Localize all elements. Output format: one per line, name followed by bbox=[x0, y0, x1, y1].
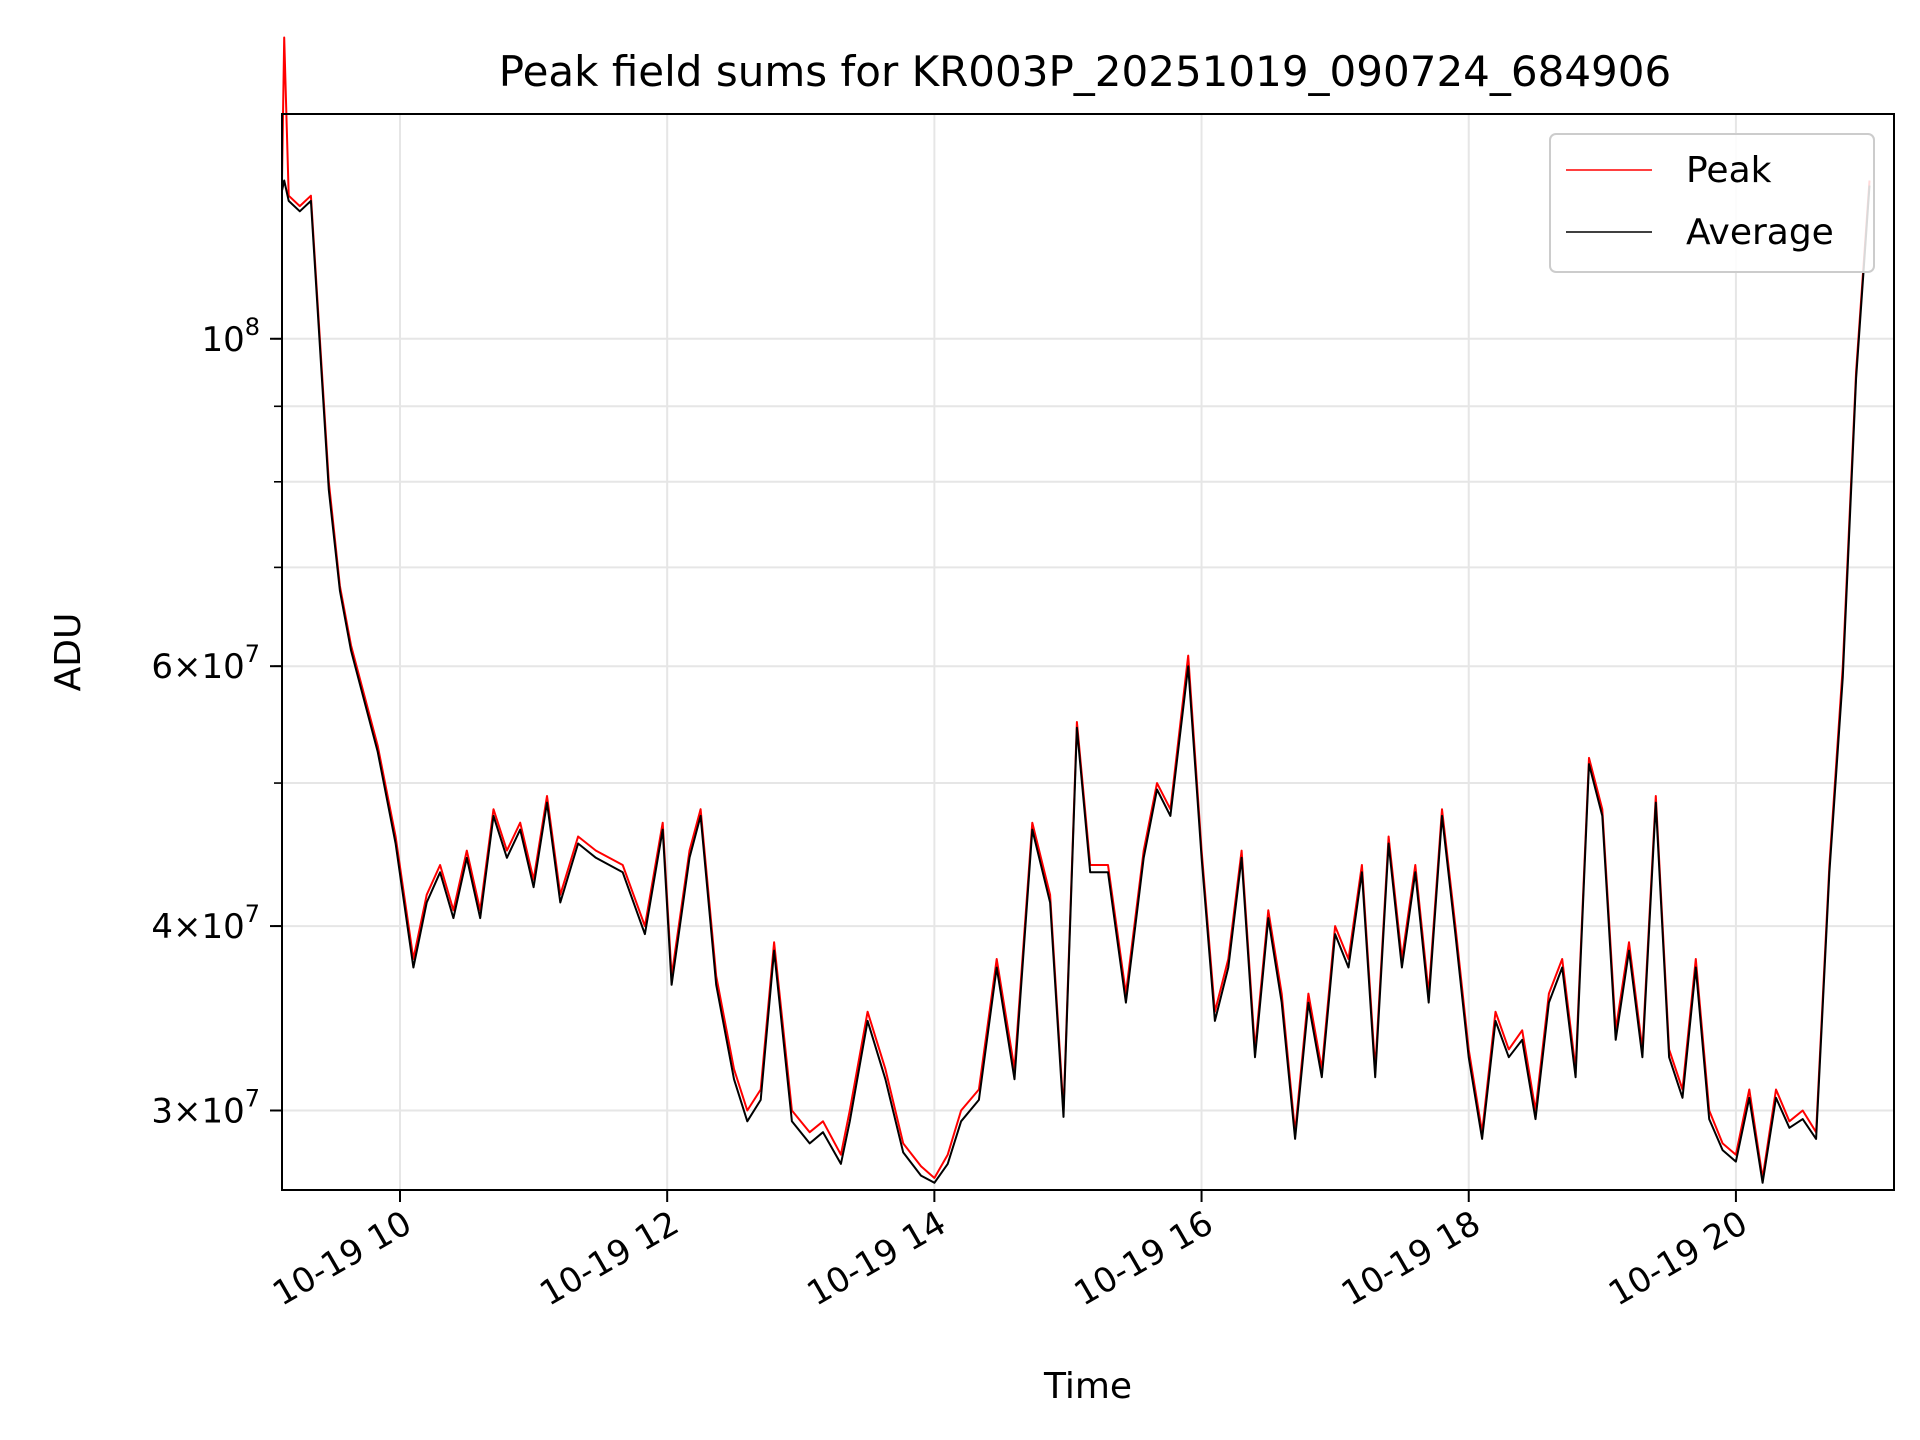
y-tick-label-1: 6×107 bbox=[151, 640, 260, 687]
chart-title: Peak field sums for KR003P_20251019_0907… bbox=[499, 47, 1671, 96]
x-tick-label-3: 10-19 16 bbox=[1068, 1203, 1220, 1314]
y-tick-label-3: 3×107 bbox=[151, 1084, 260, 1131]
x-axis-label: Time bbox=[1043, 1366, 1132, 1407]
y-tick-label-0: 108 bbox=[201, 313, 260, 360]
series-line-peak bbox=[281, 36, 1871, 1179]
series-lines bbox=[281, 36, 1871, 1184]
legend-box bbox=[1549, 133, 1875, 273]
legend-label-peak: Peak bbox=[1686, 150, 1772, 191]
x-axis-ticks: 10-19 10 10-19 12 10-19 14 10-19 16 10-19 18… bbox=[266, 1190, 1754, 1314]
y-tick-label-2: 4×107 bbox=[151, 900, 260, 947]
y-axis-ticks: 108 6×107 4×107 3×107 bbox=[151, 313, 282, 1131]
x-tick-label-1: 10-19 12 bbox=[533, 1203, 685, 1314]
grid-lines bbox=[282, 114, 1894, 1190]
x-tick-label-0: 10-19 10 bbox=[266, 1203, 418, 1314]
y-axis-label: ADU bbox=[48, 613, 89, 692]
legend: Peak Average bbox=[1549, 133, 1875, 273]
x-tick-label-2: 10-19 14 bbox=[800, 1203, 952, 1314]
plot-frame bbox=[281, 113, 1895, 1191]
legend-label-average: Average bbox=[1686, 212, 1834, 253]
x-tick-label-5: 10-19 20 bbox=[1602, 1203, 1754, 1314]
x-tick-label-4: 10-19 18 bbox=[1335, 1203, 1487, 1314]
series-line-average bbox=[281, 179, 1871, 1184]
